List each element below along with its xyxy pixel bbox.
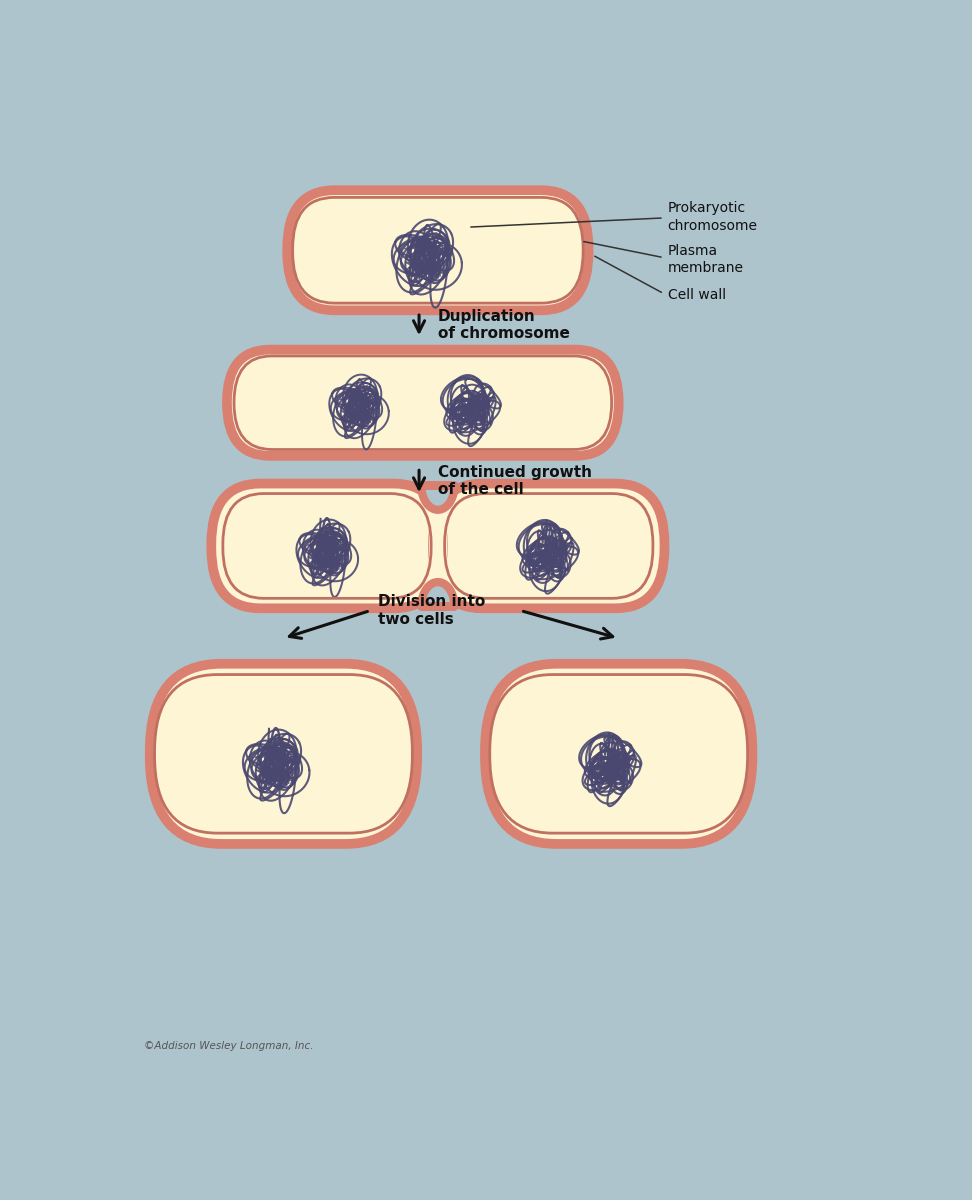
Polygon shape — [421, 582, 455, 606]
Bar — [429, 488, 447, 604]
Text: Continued growth
of the cell: Continued growth of the cell — [437, 466, 592, 498]
FancyBboxPatch shape — [288, 190, 588, 311]
Text: Cell wall: Cell wall — [668, 288, 726, 301]
Text: Duplication
of chromosome: Duplication of chromosome — [437, 308, 570, 341]
FancyBboxPatch shape — [227, 349, 619, 456]
Polygon shape — [421, 486, 455, 510]
FancyBboxPatch shape — [485, 664, 752, 844]
FancyBboxPatch shape — [150, 664, 417, 844]
Text: Plasma
membrane: Plasma membrane — [668, 244, 744, 275]
FancyBboxPatch shape — [434, 484, 665, 608]
FancyBboxPatch shape — [211, 484, 442, 608]
Text: Prokaryotic
chromosome: Prokaryotic chromosome — [668, 202, 757, 233]
Text: ©Addison Wesley Longman, Inc.: ©Addison Wesley Longman, Inc. — [144, 1042, 314, 1051]
Text: Division into
two cells: Division into two cells — [377, 594, 485, 626]
